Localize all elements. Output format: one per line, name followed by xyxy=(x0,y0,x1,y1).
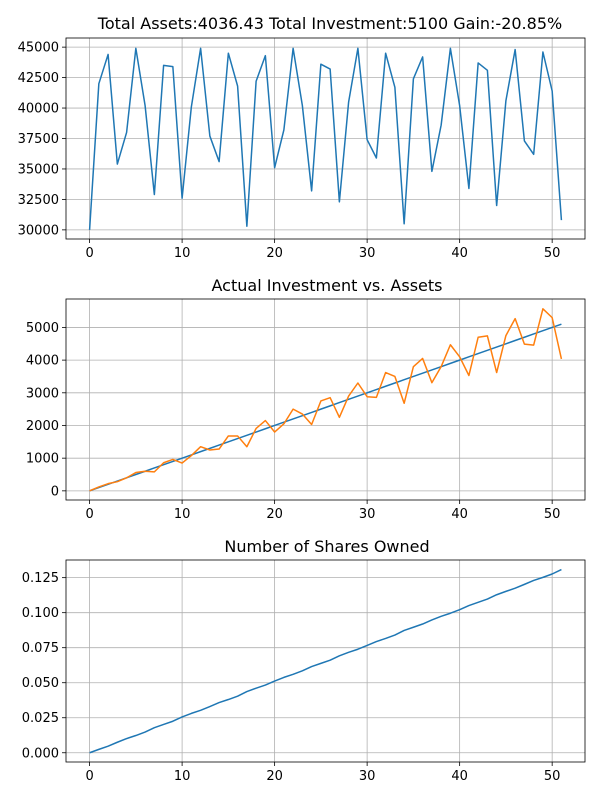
y-tick-label: 4000 xyxy=(26,354,59,369)
axes-frame xyxy=(65,559,586,763)
investment-vs-assets-chart: Actual Investment vs. Assets 0 10 20 30 40 50… xyxy=(26,276,586,522)
total-assets-chart: Total Assets:4036.43 Total Investment:51… xyxy=(18,14,586,261)
x-tick-label: 50 xyxy=(544,769,561,784)
x-tick-label: 10 xyxy=(174,507,191,522)
x-tick-label: 50 xyxy=(544,507,561,522)
series-line-1 xyxy=(89,308,563,492)
y-tick-label: 5000 xyxy=(26,321,59,336)
x-tick-label: 20 xyxy=(266,507,283,522)
grid xyxy=(66,299,585,500)
tick-labels: 0 10 20 30 40 50 30000 32500 35000 37500 40000 4250… xyxy=(18,41,561,261)
y-tick-label: 0.050 xyxy=(22,676,59,691)
series-layer xyxy=(89,308,563,492)
x-tick-label: 40 xyxy=(451,769,468,784)
x-tick-label: 0 xyxy=(85,246,93,261)
plot-frame xyxy=(62,298,586,504)
x-tick-label: 20 xyxy=(266,246,283,261)
x-tick-label: 10 xyxy=(174,769,191,784)
x-tick-label: 20 xyxy=(266,769,283,784)
chart-title: Actual Investment vs. Assets xyxy=(212,276,443,295)
y-tick-label: 37500 xyxy=(18,132,59,147)
y-tick-label: 0.075 xyxy=(22,641,59,656)
x-tick-label: 0 xyxy=(85,507,93,522)
series-line-0 xyxy=(88,47,563,230)
series-layer xyxy=(89,568,562,754)
grid xyxy=(66,560,585,762)
y-tick-label: 2000 xyxy=(26,419,59,434)
x-tick-label: 30 xyxy=(359,507,376,522)
tick-labels: 0 10 20 30 40 50 0 1000 2000 3000 4000 5000 xyxy=(26,321,561,522)
series-layer xyxy=(88,47,563,230)
x-tick-label: 10 xyxy=(174,246,191,261)
y-tick-label: 0 xyxy=(51,484,59,499)
series-line-0 xyxy=(89,568,562,754)
y-tick-label: 0.125 xyxy=(22,571,59,586)
y-tick-label: 0.025 xyxy=(22,711,59,726)
y-tick-label: 30000 xyxy=(18,223,59,238)
y-tick-label: 1000 xyxy=(26,452,59,467)
x-tick-label: 0 xyxy=(85,769,93,784)
x-tick-label: 30 xyxy=(359,246,376,261)
x-tick-label: 30 xyxy=(359,769,376,784)
axes-frame xyxy=(65,37,586,240)
x-tick-label: 50 xyxy=(544,246,561,261)
series-line-0 xyxy=(89,323,562,492)
plot-frame xyxy=(62,559,586,766)
y-tick-label: 0.100 xyxy=(22,606,59,621)
y-tick-label: 45000 xyxy=(18,41,59,56)
axes-frame xyxy=(65,298,586,501)
x-tick-label: 40 xyxy=(451,507,468,522)
y-tick-label: 32500 xyxy=(18,193,59,208)
y-tick-label: 3000 xyxy=(26,386,59,401)
chart-title: Number of Shares Owned xyxy=(224,537,429,556)
y-tick-label: 35000 xyxy=(18,162,59,177)
tick-labels: 0 10 20 30 40 50 0.000 0.025 0.050 0.075 0.100 0.12… xyxy=(22,571,561,784)
y-tick-label: 0.000 xyxy=(22,746,59,761)
chart-title: Total Assets:4036.43 Total Investment:51… xyxy=(97,14,562,33)
shares-owned-chart: Number of Shares Owned 0 10 20 30 40 500.0000… xyxy=(22,537,586,784)
y-tick-label: 42500 xyxy=(18,71,59,86)
plot-frame xyxy=(62,37,586,243)
x-tick-label: 40 xyxy=(451,246,468,261)
y-tick-label: 40000 xyxy=(18,102,59,117)
